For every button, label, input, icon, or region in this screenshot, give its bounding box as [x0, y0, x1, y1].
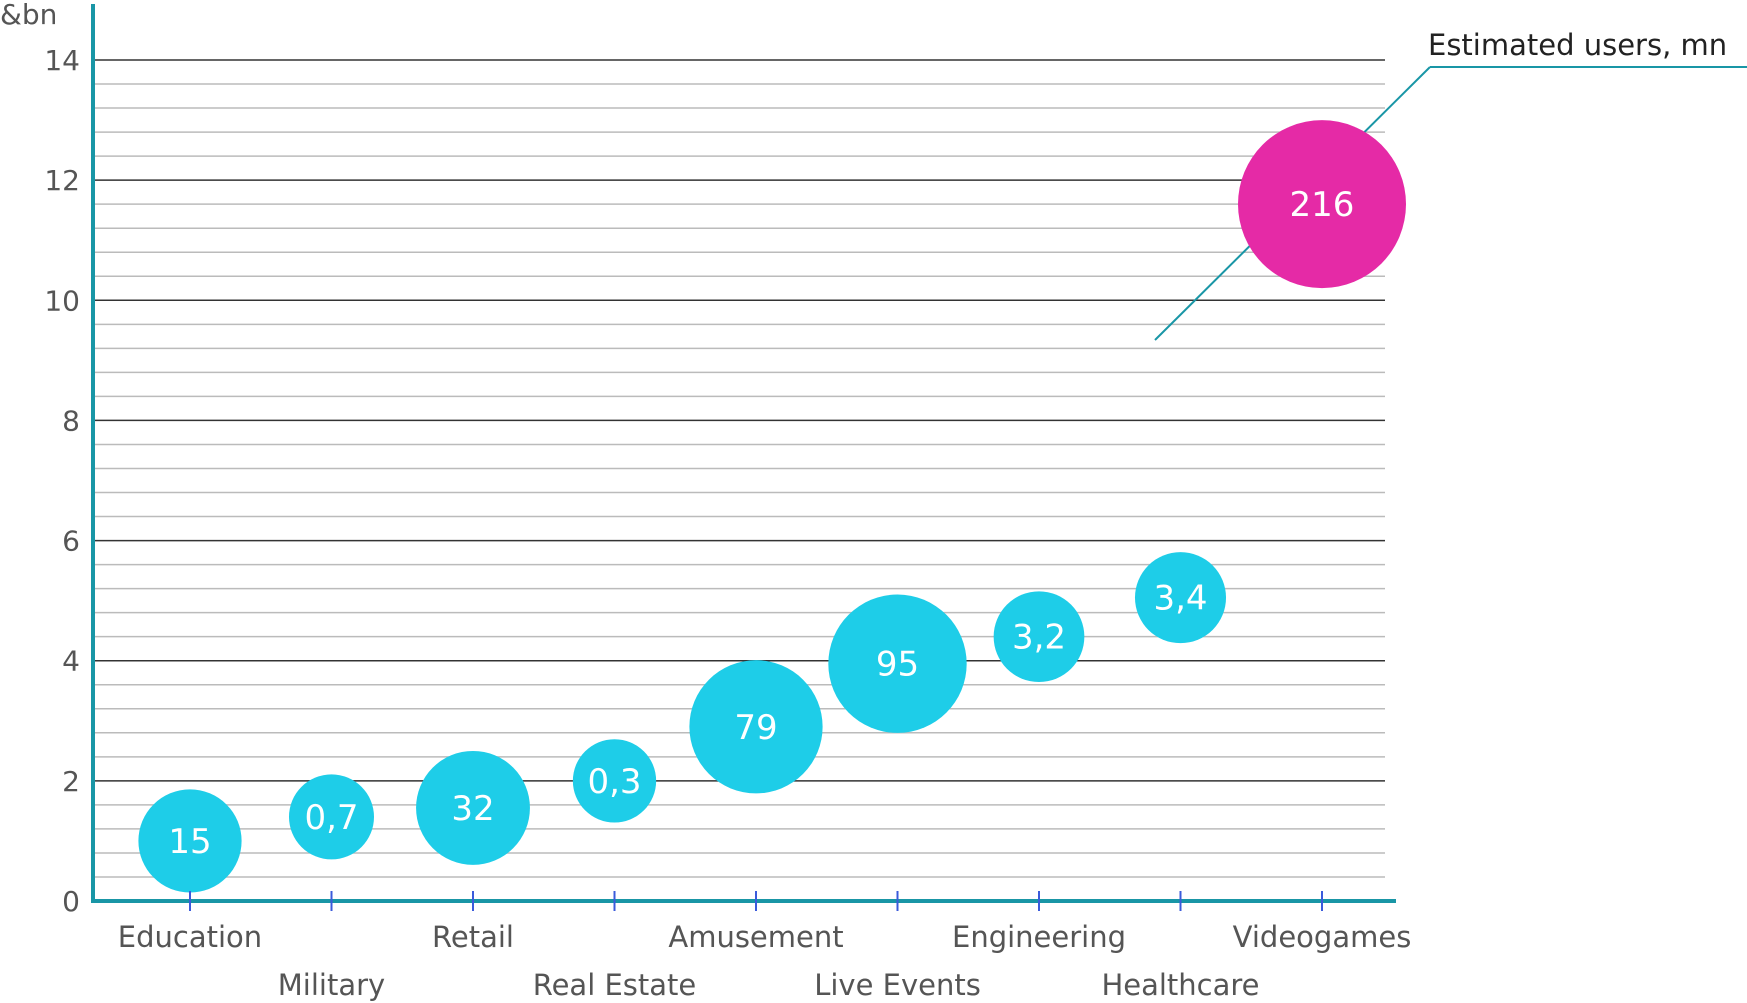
x-axis-ticks [189, 891, 1323, 911]
y-tick-label: 14 [44, 44, 80, 77]
bubble-label: 0,3 [587, 762, 641, 802]
y-tick-label: 0 [62, 885, 80, 918]
x-axis-categories: Education Military Retail Real Estate Amusem… [118, 920, 1412, 1002]
y-axis-label: &bn [0, 0, 57, 31]
y-tick-label: 8 [62, 404, 80, 437]
category-label: Healthcare [1101, 968, 1259, 1002]
bubble [828, 594, 967, 733]
bubble [993, 591, 1085, 683]
y-tick-label: 4 [62, 645, 80, 678]
category-label: Education [118, 920, 262, 954]
bubble-label: 0,7 [304, 798, 358, 838]
bubble-label: 216 [1290, 185, 1355, 225]
y-tick-label: 6 [62, 525, 80, 558]
bubble [138, 789, 242, 893]
bubble [572, 739, 657, 823]
grid-lines [93, 59, 1385, 878]
y-tick-label: 2 [62, 765, 80, 798]
bubble-label: 95 [876, 645, 919, 685]
bubble [288, 774, 375, 860]
y-axis-ticks: 0 2 4 6 8 10 12 14 [44, 44, 80, 918]
axes [91, 4, 1396, 903]
bubble-label: 15 [168, 822, 211, 862]
bubble [416, 750, 530, 865]
y-tick-label: 10 [44, 284, 80, 317]
bubble-label: 3,2 [1012, 618, 1066, 658]
category-label: Videogames [1233, 920, 1412, 954]
bubble-label: 79 [734, 708, 777, 748]
bubble [1134, 552, 1227, 644]
category-label: Live Events [814, 968, 981, 1002]
bubble [689, 660, 823, 794]
size-legend: Estimated users, mn [1154, 28, 1747, 341]
category-label: Military [278, 968, 385, 1002]
bubble [1238, 120, 1406, 289]
category-label: Real Estate [533, 968, 697, 1002]
category-label: Engineering [952, 920, 1126, 954]
legend-label: Estimated users, mn [1428, 28, 1727, 62]
bubble-label: 3,4 [1153, 579, 1207, 619]
category-label: Retail [432, 920, 514, 954]
y-tick-label: 12 [44, 164, 80, 197]
category-label: Amusement [668, 920, 843, 954]
bubble-label: 32 [451, 789, 494, 829]
bubbles: 15 0,7 32 0,3 79 95 3,2 3,4 216 [138, 120, 1406, 893]
